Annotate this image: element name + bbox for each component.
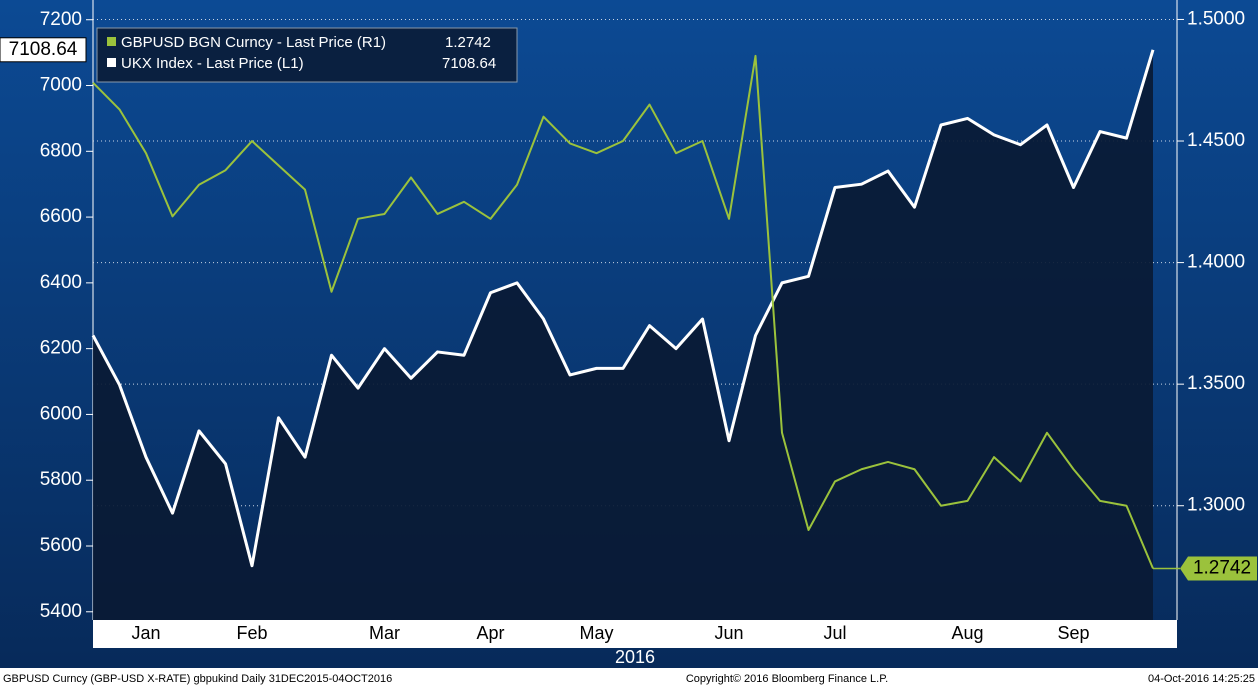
line: [91, 49, 1155, 568]
y-tick-label: 6800: [40, 140, 82, 161]
line: [92, 54, 1154, 569]
y-tick-label: 5400: [40, 601, 82, 622]
y-tick-label: 6600: [40, 206, 82, 227]
plot: [91, 18, 1177, 621]
legend-label: UKX Index - Last Price (L1): [121, 55, 304, 72]
y-tick-label: 7000: [40, 75, 82, 96]
x-tick-label: Apr: [476, 623, 504, 643]
x-tick-label: Jul: [823, 623, 846, 643]
y2-tick-label: 1.3000: [1187, 495, 1245, 516]
y-tick-label: 5800: [40, 469, 82, 490]
x-axis-label: 2016: [615, 647, 655, 667]
y-tick-label: 6200: [40, 338, 82, 359]
legend-label: GBPUSD BGN Curncy - Last Price (R1): [121, 34, 386, 51]
x-tick-label: Feb: [236, 623, 267, 643]
y-tick-label: 7200: [40, 9, 82, 30]
legend-swatch: [107, 37, 116, 46]
legend-swatch: [107, 58, 116, 67]
x-axis-bar: [93, 620, 1177, 648]
y-tick-label: 6000: [40, 403, 82, 424]
footer-bar: [0, 668, 1258, 689]
y2-tick-label: 1.4000: [1187, 252, 1245, 273]
y2-tick-label: 1.5000: [1187, 8, 1245, 29]
x-tick-label: Jan: [131, 623, 160, 643]
y2-tick-label: 1.4500: [1187, 130, 1245, 151]
footer-center: Copyright© 2016 Bloomberg Finance L.P.: [686, 673, 888, 685]
price-tag-label: 1.2742: [1193, 557, 1251, 578]
price-tag: [1180, 556, 1257, 581]
legend: [96, 27, 518, 83]
x-tick-label: Mar: [369, 623, 400, 643]
price-tag-label: 7108.64: [9, 39, 78, 60]
y2-tick-label: 1.3500: [1187, 373, 1245, 394]
footer-right: 04-Oct-2016 14:25:25: [1148, 673, 1255, 685]
y-tick-label: 6400: [40, 272, 82, 293]
x-tick-label: May: [579, 623, 613, 643]
footer-left: GBPUSD Curncy (GBP-USD X-RATE) gbpukind …: [3, 673, 392, 685]
price-tag: [0, 37, 87, 63]
legend-value: 1.2742: [445, 34, 491, 51]
x-tick-label: Sep: [1057, 623, 1089, 643]
x-tick-label: Aug: [951, 623, 983, 643]
area: [93, 49, 1153, 621]
x-tick-label: Jun: [714, 623, 743, 643]
legend-value: 7108.64: [442, 55, 496, 72]
y-tick-label: 5600: [40, 535, 82, 556]
